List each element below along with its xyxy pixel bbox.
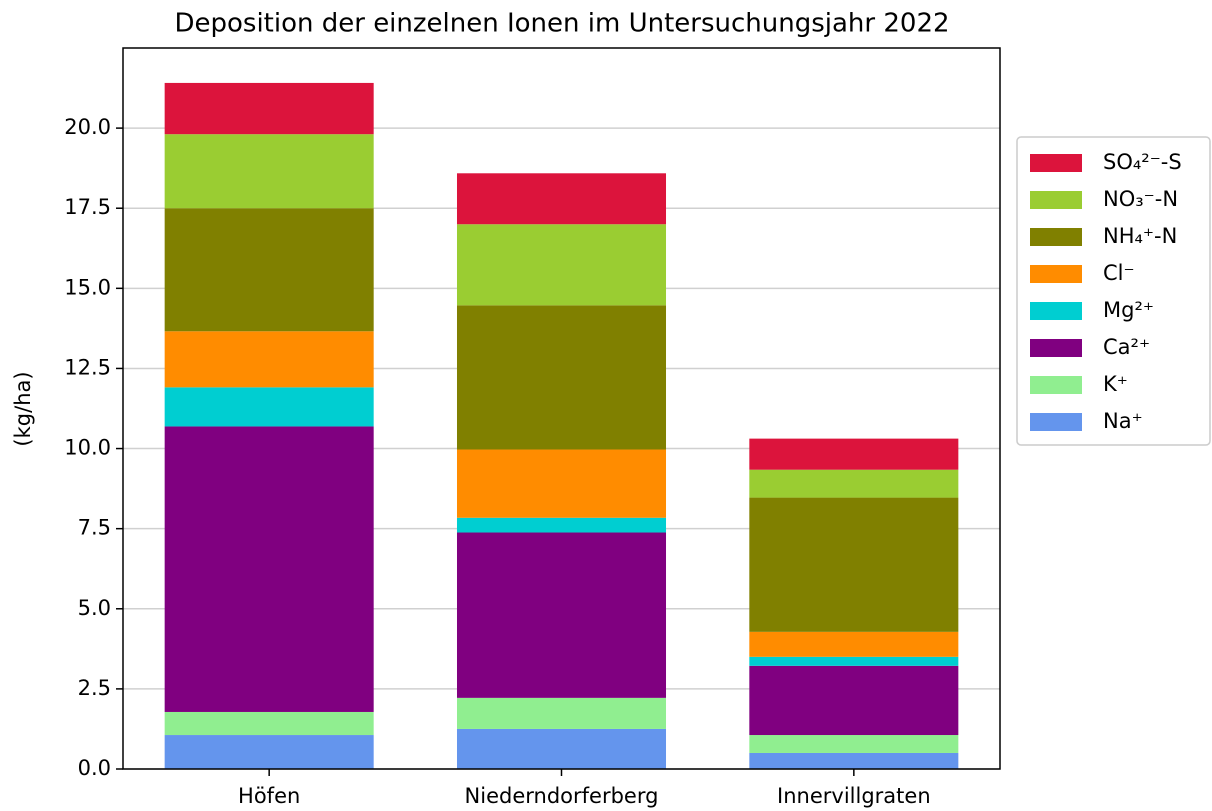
bar-segment (164, 208, 374, 332)
y-axis-label: (kg/ha) (11, 371, 35, 446)
y-tick-label: 20.0 (64, 115, 111, 139)
legend-swatch (1030, 228, 1082, 246)
bar-segment (456, 728, 667, 769)
bar-segment (164, 134, 374, 209)
y-tick-label: 0.0 (78, 756, 111, 780)
bar-segment (749, 665, 959, 736)
bar-segment (164, 331, 374, 388)
bar-segment (456, 173, 667, 225)
bar-segment (749, 656, 959, 666)
x-tick-label: Niederndorferberg (465, 784, 659, 808)
y-tick-label: 10.0 (64, 436, 111, 460)
y-tick-label: 15.0 (64, 275, 111, 299)
legend-label: Na⁺ (1103, 409, 1143, 433)
bar-segment (749, 752, 959, 769)
x-tick-label: Innervillgraten (777, 784, 931, 808)
plot-frame (122, 47, 1001, 770)
y-tick-label: 5.0 (78, 596, 111, 620)
bar-segment (456, 697, 667, 729)
bar-segment (164, 735, 374, 769)
bar-segment (164, 426, 374, 712)
legend-swatch (1030, 302, 1082, 320)
legend-swatch (1030, 339, 1082, 357)
y-tick-label: 7.5 (78, 516, 111, 540)
bar-segment (456, 224, 667, 306)
bar-segment (456, 517, 667, 533)
legend-swatch (1030, 154, 1082, 172)
y-tick-label: 17.5 (64, 195, 111, 219)
legend-swatch (1030, 376, 1082, 394)
legend-label: Ca²⁺ (1103, 335, 1150, 359)
bar-segment (164, 82, 374, 135)
chart-title: Deposition der einzelnen Ionen im Unters… (174, 9, 949, 39)
bar-segment (164, 387, 374, 427)
bar-segment (749, 735, 959, 753)
bar-segment (456, 449, 667, 518)
legend-swatch (1030, 191, 1082, 209)
legend-label: NH₄⁺-N (1103, 224, 1177, 248)
y-tick-label: 2.5 (78, 676, 111, 700)
legend-label: K⁺ (1103, 372, 1128, 396)
bar-segment (456, 305, 667, 450)
legend-label: Cl⁻ (1103, 261, 1135, 285)
y-tick-label: 12.5 (64, 355, 111, 379)
bar-segment (456, 532, 667, 698)
legend-label: Mg²⁺ (1103, 298, 1154, 322)
bar-segment (749, 631, 959, 657)
bar-segment (749, 497, 959, 632)
legend-box (1016, 136, 1211, 446)
bar-segment (164, 711, 374, 736)
bar-segment (749, 438, 959, 470)
bar-segment (749, 469, 959, 498)
x-tick-label: Höfen (238, 784, 300, 808)
legend-label: SO₄²⁻-S (1103, 150, 1182, 174)
legend-swatch (1030, 265, 1082, 283)
legend-label: NO₃⁻-N (1103, 187, 1178, 211)
legend-swatch (1030, 413, 1082, 431)
